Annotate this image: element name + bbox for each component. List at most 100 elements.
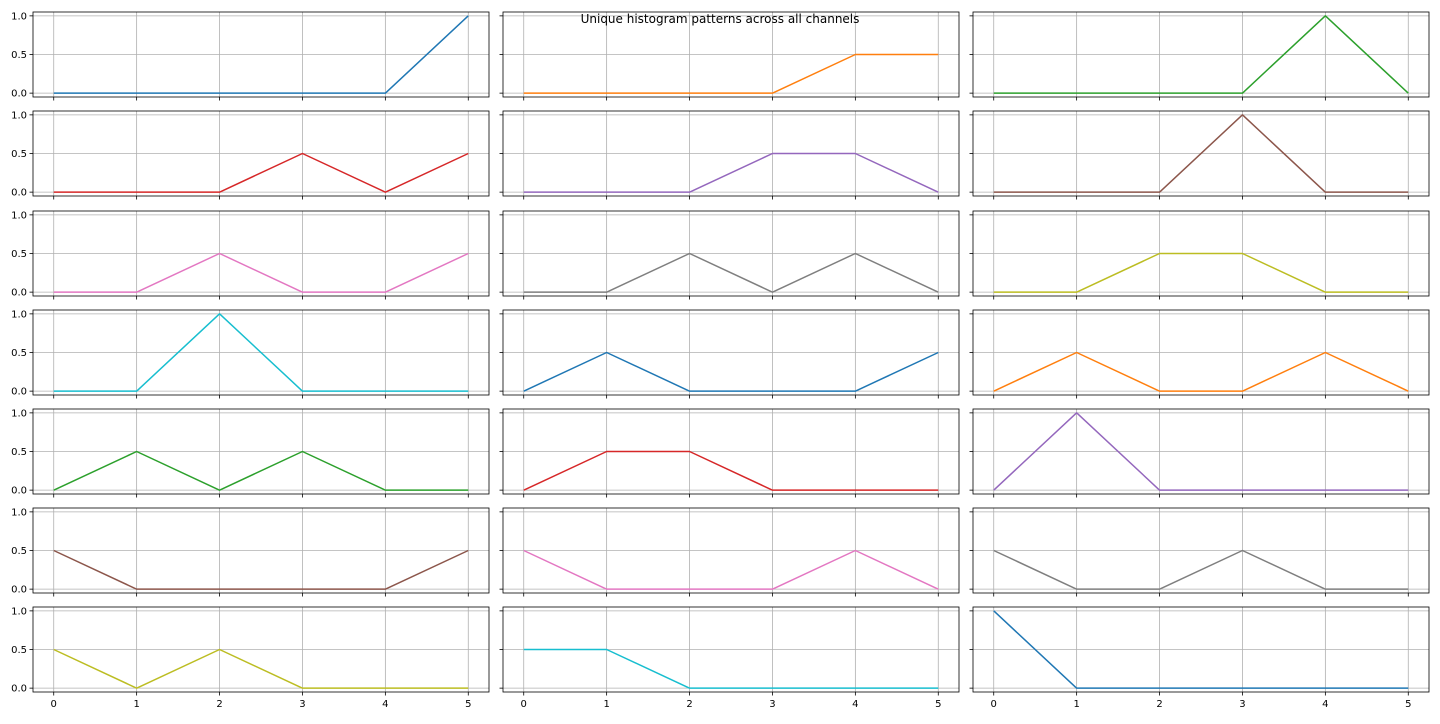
axes-frame [32,309,490,396]
x-tick-label: 2 [1156,699,1162,710]
axes-frame [972,210,1430,297]
y-tick-label: 0.5 [11,50,27,61]
subplot-r7-c3: 0 1 2 3 4 5 [969,606,1430,710]
y-tick-label: 0.0 [11,585,27,596]
y-tick-label: 1.0 [11,309,27,320]
series-line [523,152,939,193]
y-tick-label: 1.0 [11,11,27,22]
x-tick-label: 3 [299,699,305,710]
axes-frame [972,11,1430,98]
series-line [993,351,1409,392]
axes-frame [32,110,490,197]
x-tick-label: 5 [1405,699,1411,710]
y-tick-label: 1.0 [11,606,27,617]
x-tick-label: 4 [382,699,388,710]
axes-frame [972,408,1430,495]
x-tick-label: 3 [1239,699,1245,710]
y-tick-label: 0.0 [11,486,27,497]
x-tick-label: 1 [133,699,139,710]
axes-frame [32,11,490,98]
axes-frame [502,210,960,297]
y-tick-label: 1.0 [11,210,27,221]
axes-frame [972,110,1430,197]
subplot-r7-c2: 0 1 2 3 4 5 [499,606,960,710]
x-tick-label: 1 [1073,699,1079,710]
axes-frame [972,606,1430,693]
y-tick-label: 1.0 [11,408,27,419]
subplot-r2-c3 [969,110,1430,200]
series-line [993,252,1409,293]
series-line [53,15,469,94]
y-tick-label: 0.5 [11,447,27,458]
subplot-r5-c2 [499,408,960,498]
series-line [523,351,939,392]
figure-title: Unique histogram patterns across all cha… [580,12,860,26]
subplot-r1-c3 [969,11,1430,101]
series-line [523,53,939,94]
axes-frame [972,507,1430,594]
axes-frame [502,507,960,594]
x-tick-label: 4 [852,699,858,710]
subplot-r6-c3 [969,507,1430,597]
axes-frame [502,11,960,98]
y-tick-label: 0.5 [11,645,27,656]
subplot-r6-c1: 0.0 0.5 1.0 [11,507,490,597]
series-line [53,450,469,491]
axes-frame [502,606,960,693]
x-tick-label: 5 [935,699,941,710]
series-line [53,648,469,689]
series-line [53,252,469,293]
axes-frame [502,408,960,495]
x-tick-label: 0 [991,699,997,710]
axes-frame [32,210,490,297]
subplot-r5-c3 [969,408,1430,498]
subplot-r4-c3 [969,309,1430,399]
series-line [993,549,1409,590]
y-tick-label: 1.0 [11,507,27,518]
axes-frame [502,110,960,197]
x-tick-label: 5 [465,699,471,710]
axes-frame [32,408,490,495]
subplot-r3-c2 [499,210,960,300]
subplot-r1-c1: 0.0 0.5 1.0 [11,11,490,101]
series-line [993,610,1409,689]
series-line [523,549,939,590]
axes-frame [32,606,490,693]
x-tick-label: 2 [686,699,692,710]
series-line [523,648,939,689]
axes-frame [972,309,1430,396]
series-line [993,15,1409,94]
series-line [523,252,939,293]
subplot-r6-c2 [499,507,960,597]
x-tick-label: 1 [603,699,609,710]
subplot-r7-c1: 0 1 2 3 4 5 0.0 0.5 1.0 [11,606,490,710]
subplot-r1-c2 [499,11,960,101]
series-line [993,412,1409,491]
subplot-r5-c1: 0.0 0.5 1.0 [11,408,490,498]
x-tick-label: 0 [521,699,527,710]
x-tick-label: 0 [51,699,57,710]
series-line [53,152,469,193]
subplot-r2-c1: 0.0 0.5 1.0 [11,110,490,200]
y-tick-label: 0.0 [11,188,27,199]
x-tick-label: 3 [769,699,775,710]
x-tick-label: 4 [1322,699,1328,710]
y-tick-label: 0.5 [11,348,27,359]
y-tick-label: 0.0 [11,288,27,299]
y-tick-label: 0.5 [11,546,27,557]
y-tick-label: 0.0 [11,387,27,398]
y-tick-label: 0.5 [11,149,27,160]
subplot-r3-c1: 0.0 0.5 1.0 [11,210,490,300]
axes-frame [502,309,960,396]
y-tick-label: 0.0 [11,684,27,695]
series-line [53,549,469,590]
subplot-r4-c1: 0.0 0.5 1.0 [11,309,490,399]
axes-frame [32,507,490,594]
y-tick-label: 0.0 [11,89,27,100]
subplot-r3-c3 [969,210,1430,300]
subplot-r2-c2 [499,110,960,200]
y-tick-label: 0.5 [11,249,27,260]
subplot-r4-c2 [499,309,960,399]
